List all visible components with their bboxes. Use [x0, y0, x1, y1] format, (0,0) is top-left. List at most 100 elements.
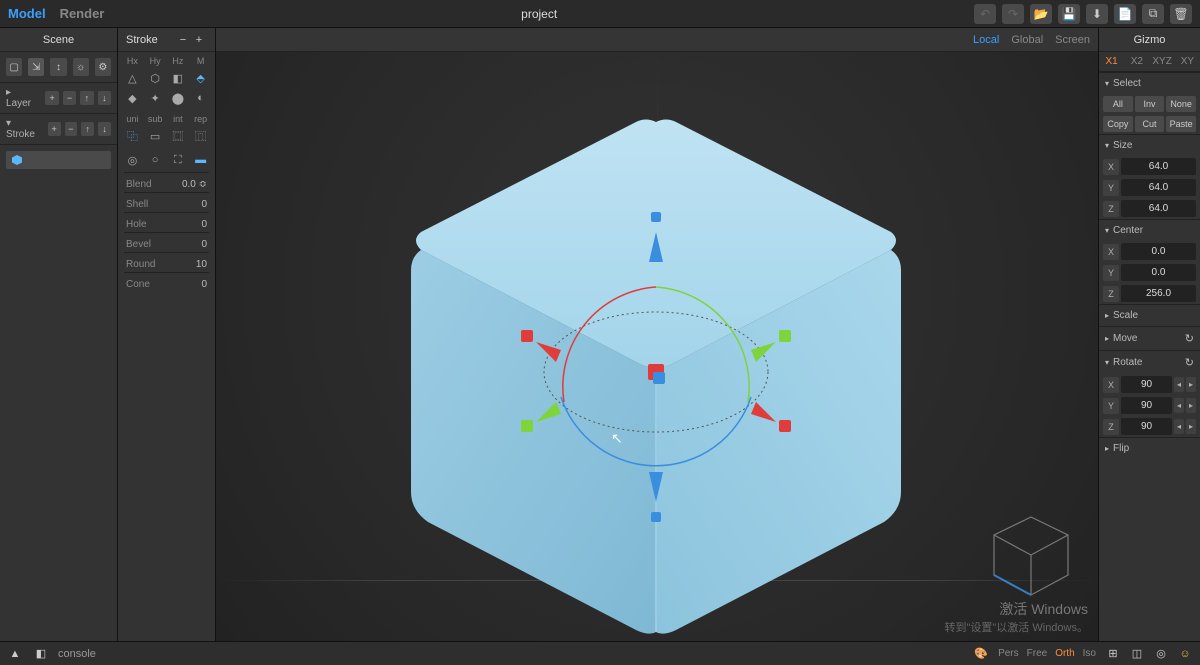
- layer-up-button[interactable]: ↑: [80, 91, 93, 105]
- mode-int[interactable]: int: [170, 114, 187, 124]
- scene-move-icon[interactable]: ↕: [50, 58, 66, 76]
- layer-remove-button[interactable]: −: [63, 91, 76, 105]
- view-cube-widget[interactable]: [986, 511, 1076, 601]
- paste-button[interactable]: Paste: [1166, 116, 1196, 132]
- gizmo-tab-x1[interactable]: X1: [1099, 52, 1124, 71]
- redo-icon[interactable]: ↷: [1002, 4, 1024, 24]
- rotate-x-inc[interactable]: ▸: [1186, 377, 1196, 392]
- center-y-field[interactable]: 0.0: [1121, 264, 1196, 281]
- stroke-prop-shell[interactable]: Shell0: [124, 192, 209, 212]
- op-int-icon[interactable]: ⿴: [170, 128, 186, 144]
- shape-diamond-icon[interactable]: ◆: [124, 90, 140, 106]
- flip-header[interactable]: ▸Flip: [1099, 437, 1200, 459]
- size-x-field[interactable]: 64.0: [1121, 158, 1196, 175]
- delete-icon[interactable]: 🗑: [1170, 4, 1192, 24]
- cam-pers[interactable]: Pers: [998, 648, 1019, 659]
- layer-down-button[interactable]: ↓: [98, 91, 111, 105]
- misc-ring-icon[interactable]: ○: [147, 152, 163, 168]
- save-icon[interactable]: 💾: [1058, 4, 1080, 24]
- misc-expand-icon[interactable]: ⛶: [170, 152, 186, 168]
- gizmo-tab-xy[interactable]: XY: [1175, 52, 1200, 71]
- select-header[interactable]: ▾Select: [1099, 72, 1200, 94]
- rotate-z-field[interactable]: 90: [1121, 418, 1172, 435]
- import-icon[interactable]: ⬇: [1086, 4, 1108, 24]
- center-header[interactable]: ▾Center: [1099, 219, 1200, 241]
- shape-half-icon[interactable]: ◐: [193, 90, 209, 106]
- new-icon[interactable]: 📄: [1114, 4, 1136, 24]
- shape-box-icon[interactable]: ◧: [170, 70, 186, 86]
- stroke-prop-hole[interactable]: Hole0: [124, 212, 209, 232]
- stroke-remove-button[interactable]: −: [65, 122, 78, 136]
- stroke-prop-bevel[interactable]: Bevel0: [124, 232, 209, 252]
- stroke-prop-cone[interactable]: Cone0: [124, 272, 209, 292]
- space-global[interactable]: Global: [1011, 34, 1043, 46]
- viewport-canvas[interactable]: ↖ 激活 Windows 转到"设置"以激活 Windows。: [216, 52, 1098, 641]
- scene-sun-icon[interactable]: ☼: [73, 58, 89, 76]
- size-y-field[interactable]: 64.0: [1121, 179, 1196, 196]
- stroke-up-button[interactable]: ↑: [81, 122, 94, 136]
- rotate-y-field[interactable]: 90: [1121, 397, 1172, 414]
- center-z-field[interactable]: 256.0: [1121, 285, 1196, 302]
- axis-hx[interactable]: Hx: [124, 56, 141, 66]
- mode-sub[interactable]: sub: [147, 114, 164, 124]
- size-z-field[interactable]: 64.0: [1121, 200, 1196, 217]
- box-icon[interactable]: ◫: [1128, 645, 1146, 663]
- gizmo-tab-x2[interactable]: X2: [1124, 52, 1149, 71]
- shape-hex-icon[interactable]: ⬡: [147, 70, 163, 86]
- copy-icon[interactable]: ⧉: [1142, 4, 1164, 24]
- open-icon[interactable]: 📂: [1030, 4, 1052, 24]
- mode-uni[interactable]: uni: [124, 114, 141, 124]
- move-header[interactable]: ▸Move↻: [1099, 326, 1200, 350]
- stroke-prop-blend[interactable]: Blend0.0 ≎: [124, 172, 209, 192]
- undo-icon[interactable]: ↶: [974, 4, 996, 24]
- shape-cube-icon[interactable]: ⬘: [193, 70, 209, 86]
- shape-star-icon[interactable]: ✦: [147, 90, 163, 106]
- rotate-x-dec[interactable]: ◂: [1174, 377, 1184, 392]
- rotate-header[interactable]: ▾Rotate↻: [1099, 350, 1200, 374]
- warning-icon[interactable]: ▲: [6, 645, 24, 663]
- scene-gear-icon[interactable]: ⚙: [95, 58, 111, 76]
- cam-iso[interactable]: Iso: [1083, 648, 1096, 659]
- face-icon[interactable]: ☺: [1176, 645, 1194, 663]
- misc-target-icon[interactable]: ◎: [124, 152, 140, 168]
- select-none-button[interactable]: None: [1166, 96, 1196, 112]
- misc-fill-icon[interactable]: ▬: [193, 152, 209, 168]
- scale-header[interactable]: ▸Scale: [1099, 304, 1200, 326]
- stroke-section-label[interactable]: ▾ Stroke: [6, 118, 40, 140]
- rotate-y-inc[interactable]: ▸: [1186, 398, 1196, 413]
- rotate-y-dec[interactable]: ◂: [1174, 398, 1184, 413]
- cut-button[interactable]: Cut: [1135, 116, 1165, 132]
- axis-hz[interactable]: Hz: [170, 56, 187, 66]
- shape-circle-icon[interactable]: ⬤: [170, 90, 186, 106]
- scene-tree-icon[interactable]: ⇲: [28, 58, 44, 76]
- tab-render[interactable]: Render: [60, 6, 105, 21]
- layer-label[interactable]: ▸ Layer: [6, 87, 37, 109]
- target-icon[interactable]: ◎: [1152, 645, 1170, 663]
- console-label[interactable]: console: [58, 648, 964, 660]
- scene-cube[interactable]: [216, 52, 996, 641]
- cam-orth[interactable]: Orth: [1055, 648, 1074, 659]
- space-screen[interactable]: Screen: [1055, 34, 1090, 46]
- select-all-button[interactable]: All: [1103, 96, 1133, 112]
- tree-item-stroke[interactable]: [6, 151, 111, 169]
- op-union-icon[interactable]: ⿻: [124, 128, 140, 144]
- camera-icon[interactable]: ◧: [32, 645, 50, 663]
- select-inv-button[interactable]: Inv: [1135, 96, 1165, 112]
- layer-add-button[interactable]: +: [45, 91, 58, 105]
- mode-rep[interactable]: rep: [192, 114, 209, 124]
- stroke-add-button[interactable]: +: [48, 122, 61, 136]
- shape-triangle-icon[interactable]: △: [124, 70, 140, 86]
- space-local[interactable]: Local: [973, 34, 999, 46]
- size-header[interactable]: ▾Size: [1099, 134, 1200, 156]
- rotate-z-inc[interactable]: ▸: [1186, 419, 1196, 434]
- tab-model[interactable]: Model: [8, 6, 46, 21]
- gizmo-tab-xyz[interactable]: XYZ: [1150, 52, 1175, 71]
- center-x-field[interactable]: 0.0: [1121, 243, 1196, 260]
- op-sub-icon[interactable]: ▭: [147, 128, 163, 144]
- grid-icon[interactable]: ⊞: [1104, 645, 1122, 663]
- palette-icon[interactable]: 🎨: [972, 645, 990, 663]
- stroke-collapse-button[interactable]: −: [175, 32, 191, 48]
- axis-hy[interactable]: Hy: [147, 56, 164, 66]
- rotate-x-field[interactable]: 90: [1121, 376, 1172, 393]
- move-reset-icon[interactable]: ↻: [1185, 332, 1194, 345]
